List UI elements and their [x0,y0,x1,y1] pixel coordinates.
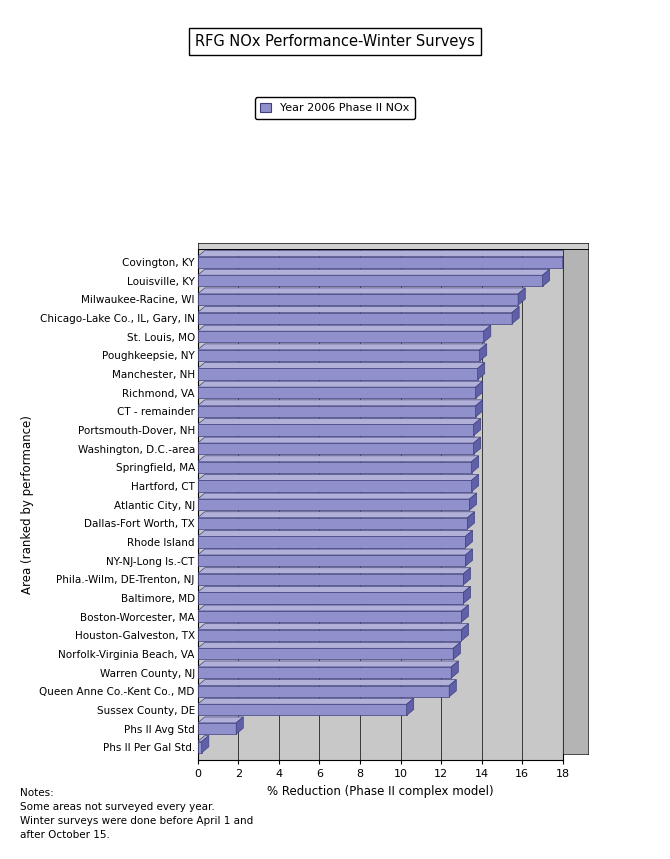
Polygon shape [484,326,491,343]
Polygon shape [478,362,484,380]
FancyBboxPatch shape [198,611,462,622]
Polygon shape [462,605,468,622]
Polygon shape [198,605,468,611]
Polygon shape [449,679,456,697]
FancyBboxPatch shape [198,518,468,529]
FancyBboxPatch shape [198,313,512,324]
Polygon shape [453,643,460,660]
FancyBboxPatch shape [198,555,466,566]
Polygon shape [464,568,470,585]
FancyBboxPatch shape [198,536,466,547]
Polygon shape [462,624,468,641]
Polygon shape [198,679,456,685]
FancyBboxPatch shape [198,574,464,585]
Polygon shape [198,735,209,741]
Polygon shape [472,456,478,473]
Polygon shape [198,456,478,462]
Polygon shape [476,381,482,399]
FancyBboxPatch shape [198,723,237,734]
Polygon shape [198,381,482,387]
FancyBboxPatch shape [198,424,474,436]
FancyBboxPatch shape [198,649,453,660]
FancyBboxPatch shape [198,741,202,752]
Polygon shape [198,717,243,723]
Polygon shape [474,418,480,436]
FancyBboxPatch shape [198,462,472,473]
Polygon shape [202,735,209,752]
FancyBboxPatch shape [198,369,478,380]
Polygon shape [480,344,486,361]
Polygon shape [198,643,460,649]
Text: Notes:
Some areas not surveyed every year.
Winter surveys were done before April: Notes: Some areas not surveyed every yea… [20,788,253,840]
Polygon shape [472,474,478,491]
FancyBboxPatch shape [198,294,518,305]
Polygon shape [198,307,519,313]
Polygon shape [198,530,472,536]
FancyBboxPatch shape [198,387,476,399]
Polygon shape [512,307,519,324]
FancyBboxPatch shape [198,257,563,268]
Polygon shape [198,587,470,593]
Polygon shape [198,269,549,275]
Polygon shape [198,493,476,499]
Legend: Year 2006 Phase II NOx: Year 2006 Phase II NOx [255,97,415,119]
FancyBboxPatch shape [198,704,407,716]
FancyBboxPatch shape [198,630,462,641]
FancyBboxPatch shape [198,350,480,361]
Polygon shape [198,251,570,257]
Polygon shape [198,288,525,294]
Polygon shape [198,326,491,332]
Polygon shape [237,717,243,734]
Polygon shape [198,661,458,667]
FancyBboxPatch shape [198,480,472,491]
Polygon shape [198,512,474,518]
Polygon shape [198,437,480,443]
FancyBboxPatch shape [198,499,470,510]
Polygon shape [466,549,472,566]
Polygon shape [474,437,480,454]
Polygon shape [563,251,570,268]
Polygon shape [198,474,478,480]
FancyBboxPatch shape [198,443,474,454]
Polygon shape [198,568,470,574]
Polygon shape [543,269,549,286]
Polygon shape [198,549,472,555]
Polygon shape [470,493,476,510]
X-axis label: % Reduction (Phase II complex model): % Reduction (Phase II complex model) [267,785,494,798]
Polygon shape [198,698,413,704]
Text: RFG NOx Performance-Winter Surveys: RFG NOx Performance-Winter Surveys [195,34,475,49]
Polygon shape [198,344,486,350]
Polygon shape [407,698,413,716]
Polygon shape [198,399,482,405]
Polygon shape [464,587,470,604]
Polygon shape [198,624,468,630]
Polygon shape [518,288,525,305]
Polygon shape [198,418,480,424]
FancyBboxPatch shape [198,275,543,286]
FancyBboxPatch shape [198,593,464,604]
FancyBboxPatch shape [198,405,476,417]
FancyBboxPatch shape [198,332,484,343]
Polygon shape [451,661,458,678]
Polygon shape [476,399,482,417]
FancyBboxPatch shape [198,667,451,678]
Polygon shape [466,530,472,547]
Y-axis label: Area (ranked by performance): Area (ranked by performance) [21,415,34,594]
FancyBboxPatch shape [198,685,449,697]
Polygon shape [468,512,474,529]
Polygon shape [198,362,484,369]
